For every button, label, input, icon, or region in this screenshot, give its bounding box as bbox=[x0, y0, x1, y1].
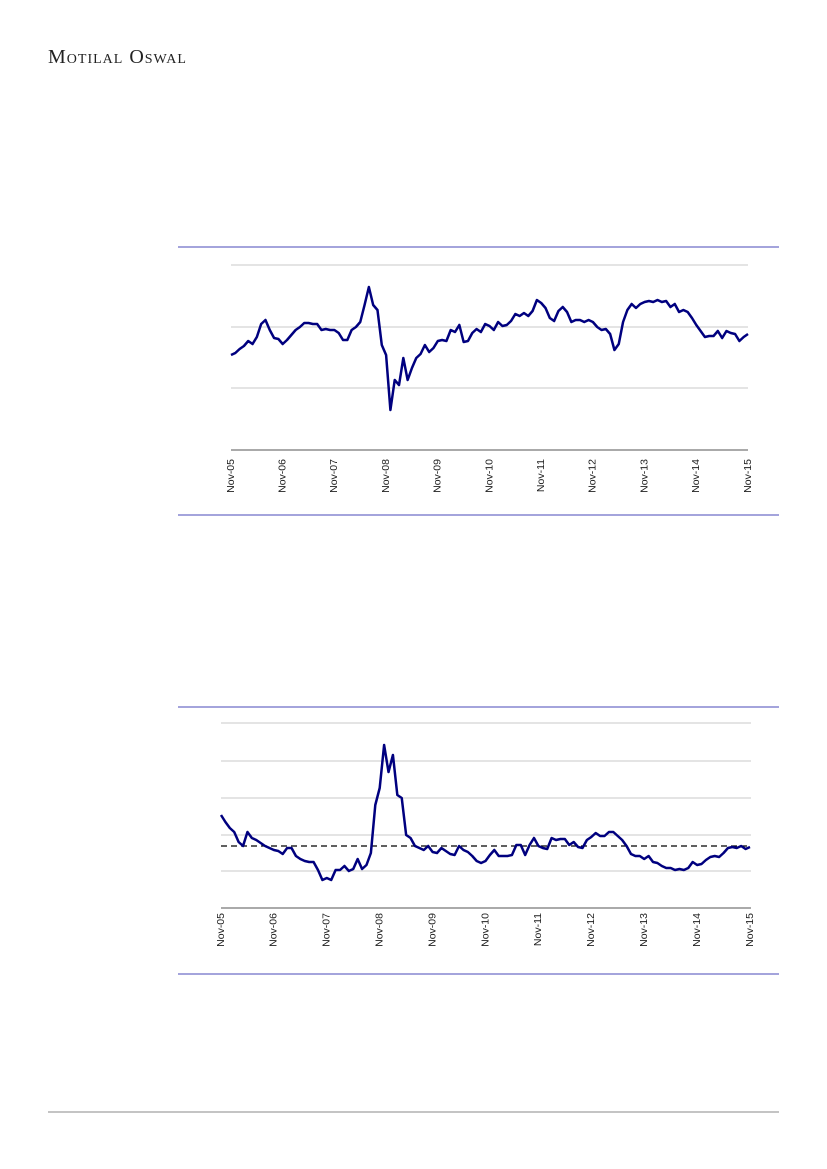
x-tick-label: Nov-05 bbox=[215, 913, 227, 947]
x-tick-label: Nov-10 bbox=[479, 913, 491, 947]
x-tick-label: Nov-07 bbox=[321, 913, 333, 947]
x-tick-label: Nov-10 bbox=[483, 459, 495, 493]
x-tick-label: Nov-14 bbox=[690, 459, 702, 493]
x-tick-label: Nov-15 bbox=[744, 913, 756, 947]
x-tick-label: Nov-14 bbox=[691, 913, 703, 947]
data-line bbox=[230, 285, 749, 412]
x-tick-label: Nov-09 bbox=[432, 459, 444, 493]
x-tick-label: Nov-13 bbox=[638, 459, 650, 493]
x-tick-label: Nov-11 bbox=[532, 913, 544, 946]
x-tick-label: Nov-07 bbox=[328, 459, 340, 493]
x-tick-label: Nov-11 bbox=[535, 459, 547, 492]
x-tick-label: Nov-06 bbox=[276, 459, 288, 493]
logo: Motilal Oswal bbox=[48, 46, 187, 68]
data-line bbox=[219, 743, 751, 882]
x-tick-label: Nov-15 bbox=[742, 459, 754, 493]
x-tick-label: Nov-06 bbox=[268, 913, 280, 947]
x-tick-label: Nov-12 bbox=[587, 459, 599, 493]
x-tick-label: Nov-08 bbox=[373, 913, 385, 947]
x-tick-label: Nov-05 bbox=[225, 459, 237, 493]
x-tick-label: Nov-13 bbox=[638, 913, 650, 947]
x-tick-label: Nov-08 bbox=[380, 459, 392, 493]
x-tick-label: Nov-09 bbox=[426, 913, 438, 947]
x-tick-label: Nov-12 bbox=[585, 913, 597, 947]
